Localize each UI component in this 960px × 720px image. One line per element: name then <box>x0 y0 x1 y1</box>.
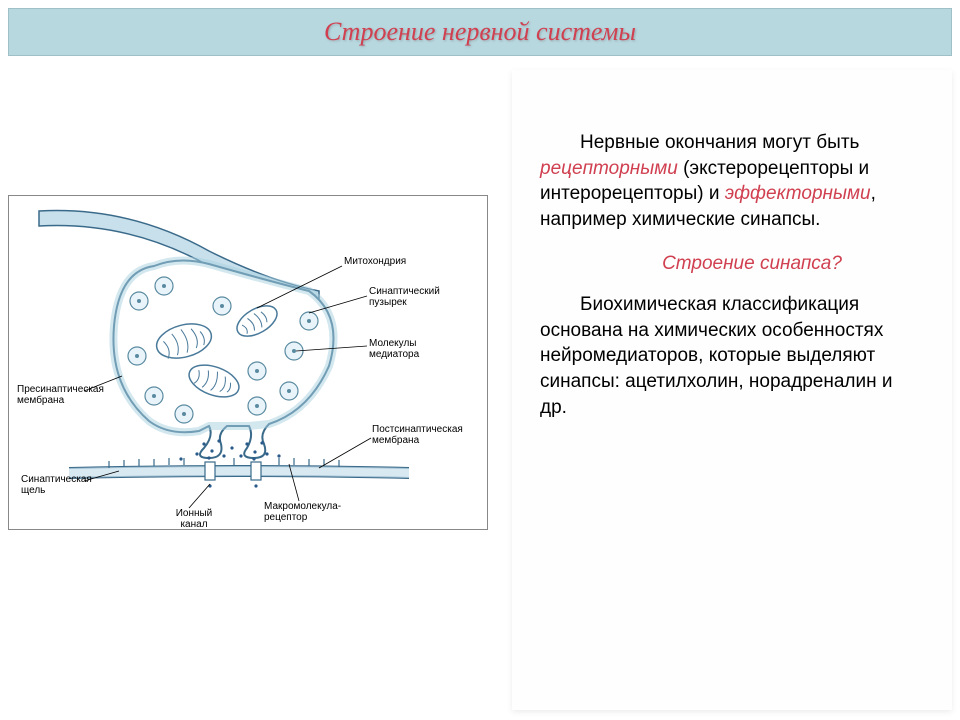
label-presynaptic-membrane: Пресинаптическая мембрана <box>17 384 107 406</box>
question-line: Строение синапса? <box>540 251 924 277</box>
label-macromolecule-receptor: Макромолекула-рецептор <box>264 501 374 523</box>
header-bar: Строение нервной системы <box>8 8 952 56</box>
p1-highlight2: эффекторными <box>725 183 871 204</box>
page-title: Строение нервной системы <box>324 17 636 47</box>
label-synaptic-vesicle: Синаптический пузырек <box>369 286 469 308</box>
paragraph-1: Нервные окончания могут быть рецепторным… <box>540 130 924 233</box>
synapse-diagram: Митохондрия Синаптический пузырек Молеку… <box>8 195 488 530</box>
paragraph-2: Биохимическая классификация основана на … <box>540 292 924 420</box>
p1-text1: Нервные окончания могут быть <box>580 132 859 153</box>
label-mediator-molecules: Молекулы медиатора <box>369 338 459 360</box>
label-mitochondria: Митохондрия <box>344 256 406 267</box>
label-postsynaptic-membrane: Постсинаптическая мембрана <box>372 424 482 446</box>
label-ion-channel: Ионный канал <box>164 508 224 530</box>
text-panel: Нервные окончания могут быть рецепторным… <box>512 70 952 710</box>
p1-highlight1: рецепторными <box>540 158 678 179</box>
label-synaptic-cleft: Синаптическая щель <box>21 474 111 496</box>
